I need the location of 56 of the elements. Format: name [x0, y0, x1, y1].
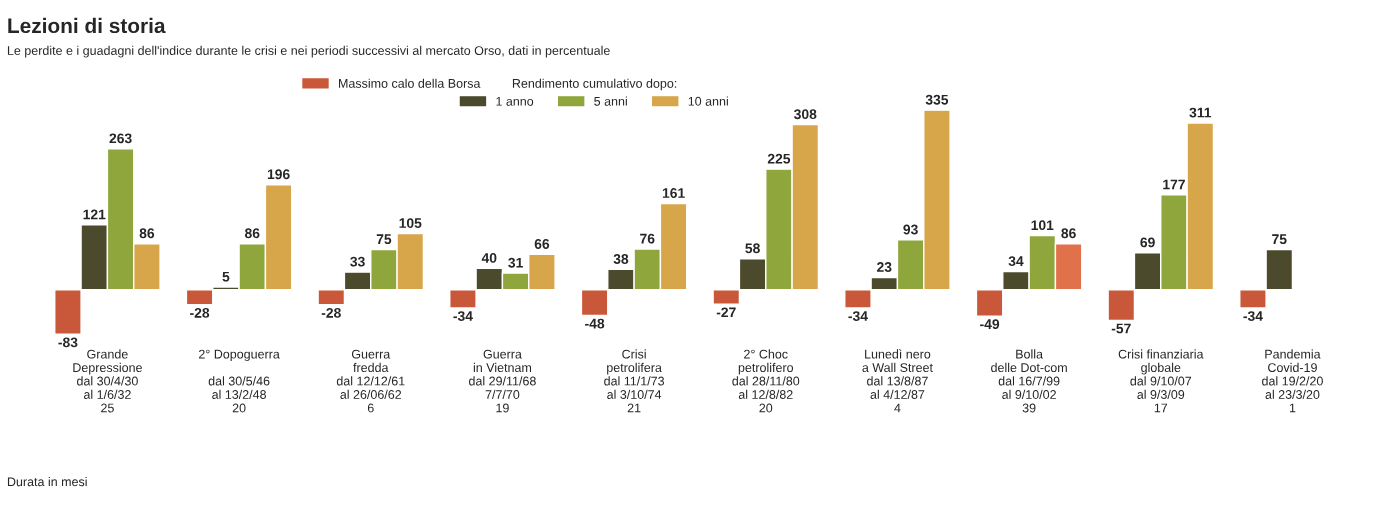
x-tick-label: Lunedì nero a Wall Street dal 13/8/87 al 4/12/87 4 — [862, 349, 933, 413]
data-label: 86 — [244, 228, 260, 239]
data-label: 75 — [376, 234, 392, 245]
x-tick-label: 2° Choc petrolifero dal 28/11/80 al 12/8/82 20 — [732, 349, 800, 413]
data-label: -34 — [848, 311, 868, 322]
data-label: 58 — [745, 243, 760, 254]
data-label: 66 — [534, 239, 550, 249]
data-label: 101 — [1031, 220, 1054, 231]
data-label: 105 — [399, 218, 422, 228]
data-label: -27 — [716, 307, 736, 318]
x-tick-label: Guerra in Vietnam dal 29/11/68 7/7/70 19 — [469, 349, 536, 413]
text: Durata in mesi — [7, 476, 87, 487]
data-label: 33 — [350, 256, 365, 267]
data-label: -83 — [58, 337, 78, 348]
x-tick-label: Bolla delle Dot-com dal 16/7/99 al 9/10/02 39 — [991, 349, 1067, 413]
data-label: 76 — [640, 233, 655, 244]
legend-label: 5 anni — [594, 96, 627, 106]
data-label: 86 — [1061, 228, 1076, 239]
data-label: 23 — [877, 262, 892, 272]
data-label: -48 — [585, 318, 605, 329]
chart-subtitle: Le perdite e i guadagni dell'indice durante le crisi e nei periodi successivi al mercato Orso, dati in percentuale — [7, 45, 610, 58]
data-label: -49 — [980, 319, 1000, 330]
legend-title: Rendimento cumulativo dopo: — [512, 78, 677, 91]
data-label: 263 — [109, 133, 132, 144]
data-label: 40 — [481, 252, 497, 263]
x-tick-label: Crisi petrolifera dal 11/1/73 al 3/10/74 21 — [604, 349, 665, 413]
data-label: -34 — [453, 311, 473, 322]
x-tick-label: Guerra fredda dal 12/12/61 al 26/06/62 6 — [336, 349, 405, 413]
data-label: 335 — [925, 94, 949, 105]
data-label: 225 — [767, 153, 791, 164]
data-label: 93 — [903, 224, 918, 235]
data-label: -28 — [190, 307, 210, 318]
data-label: 34 — [1008, 256, 1024, 267]
data-label: 121 — [83, 209, 106, 220]
data-label: 38 — [613, 254, 629, 264]
data-label: 311 — [1189, 107, 1212, 118]
chart-title: Lezioni di storia — [8, 17, 166, 34]
legend-label: Massimo calo della Borsa — [339, 78, 481, 88]
data-label: 161 — [662, 188, 685, 198]
x-tick-label: Pandemia Covid-19 dal 19/2/20 al 23/3/20 1 — [1262, 349, 1323, 413]
data-label: -57 — [1111, 323, 1131, 334]
data-label: 196 — [267, 169, 290, 180]
legend-label: 10 anni — [688, 96, 728, 106]
data-label: -28 — [321, 307, 341, 318]
data-label: 177 — [1163, 179, 1185, 190]
data-label: 31 — [508, 257, 523, 268]
data-label: 308 — [794, 109, 817, 120]
data-label: 69 — [1140, 237, 1155, 248]
data-label: 75 — [1272, 234, 1287, 245]
x-tick-label: Grande Depressione dal 30/4/30 al 1/6/32 25 — [73, 349, 142, 413]
data-label: -34 — [1243, 311, 1263, 322]
category-label: 2° Dopoguerra dal 30/5/46 al 13/2/48 20 — [199, 349, 280, 413]
legend-label: 1 anno — [496, 97, 534, 106]
x-tick-label: Crisi finanziaria globale dal 9/10/07 al 9/3/09 17 — [1118, 349, 1204, 413]
data-label: 86 — [139, 228, 155, 239]
data-label: 5 — [222, 271, 230, 282]
